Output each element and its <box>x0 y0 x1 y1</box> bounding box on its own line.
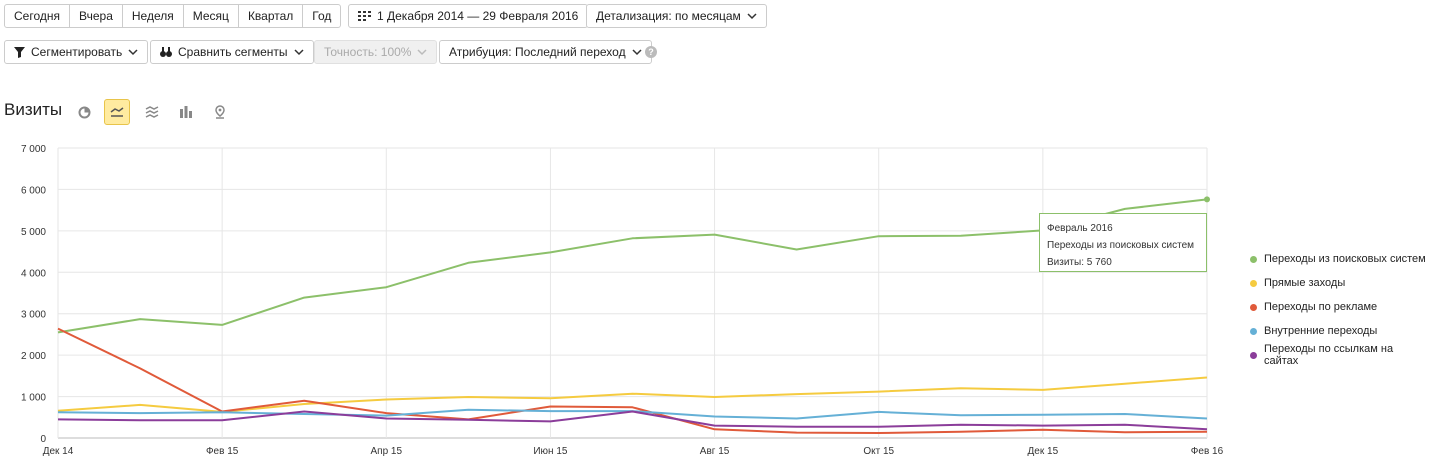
segment-label: Сегментировать <box>31 45 123 59</box>
tooltip-value: Визиты: 5 760 <box>1047 257 1112 268</box>
legend-item[interactable]: Переходы из поисковых систем <box>1250 247 1430 271</box>
period-selector: Сегодня Вчера Неделя Месяц Квартал Год <box>4 4 342 28</box>
detail-label: Детализация: по месяцам <box>596 9 741 23</box>
chevron-down-icon <box>128 49 138 56</box>
chevron-down-icon <box>294 49 304 56</box>
series-line <box>57 327 1208 434</box>
chart-legend: Переходы из поисковых систем Прямые захо… <box>1250 247 1430 367</box>
filter-icon <box>14 46 25 58</box>
tooltip-series: Переходы из поисковых систем <box>1047 240 1195 251</box>
y-tick-label: 5 000 <box>21 227 46 238</box>
period-month-button[interactable]: Месяц <box>184 5 239 27</box>
attribution-dropdown[interactable]: Атрибуция: Последний переход <box>439 40 652 64</box>
compare-segments-dropdown[interactable]: Сравнить сегменты <box>150 40 314 64</box>
x-tick-label: Фев 15 <box>206 446 239 457</box>
tooltip-period: Февраль 2016 <box>1047 223 1113 234</box>
legend-label: Переходы из поисковых систем <box>1264 253 1426 265</box>
page-title: Визиты <box>4 100 63 119</box>
legend-dot <box>1250 279 1257 287</box>
bar-chart-icon <box>180 105 192 118</box>
accuracy-dropdown[interactable]: Точность: 100% <box>314 40 438 64</box>
date-range-button[interactable]: 1 Декабря 2014 — 29 Февраля 2016 <box>348 4 589 28</box>
period-week-button[interactable]: Неделя <box>123 5 184 27</box>
period-year-button[interactable]: Год <box>312 9 332 23</box>
segment-dropdown[interactable]: Сегментировать <box>4 40 149 64</box>
series-line <box>57 410 1208 431</box>
accuracy-label: Точность: 100% <box>324 45 412 59</box>
legend-item[interactable]: Прямые заходы <box>1250 271 1430 295</box>
period-yesterday-button[interactable]: Вчера <box>70 5 123 27</box>
x-tick-label: Июн 15 <box>533 446 568 457</box>
chevron-down-icon <box>417 49 427 56</box>
y-tick-label: 2 000 <box>21 351 46 362</box>
series-line <box>57 376 1208 413</box>
y-tick-label: 7 000 <box>21 144 46 155</box>
chart-tooltip: Февраль 2016 Переходы из поисковых систе… <box>1039 213 1207 272</box>
attribution-label: Атрибуция: Последний переход <box>449 45 626 59</box>
legend-item[interactable]: Переходы по ссылкам на сайтах <box>1250 343 1430 367</box>
map-pin-icon <box>215 105 225 119</box>
chevron-down-icon <box>632 49 642 56</box>
compare-label: Сравнить сегменты <box>178 45 288 59</box>
x-tick-label: Авг 15 <box>700 446 730 457</box>
line-chart-button[interactable] <box>104 99 130 125</box>
x-tick-label: Дек 14 <box>43 446 74 457</box>
legend-label: Прямые заходы <box>1264 277 1346 289</box>
calendar-icon <box>358 11 371 21</box>
legend-label: Переходы по ссылкам на сайтах <box>1263 343 1394 367</box>
line-chart-icon <box>110 107 124 117</box>
y-tick-label: 6 000 <box>21 185 46 196</box>
data-point <box>1204 196 1210 203</box>
map-button[interactable] <box>207 99 233 125</box>
area-chart-icon <box>145 106 159 118</box>
legend-dot <box>1250 303 1257 311</box>
period-today-button[interactable]: Сегодня <box>5 5 70 27</box>
date-range-label: 1 Декабря 2014 — 29 Февраля 2016 <box>377 9 579 23</box>
pie-chart-button[interactable] <box>71 99 97 125</box>
pie-chart-icon <box>78 106 90 118</box>
help-icon[interactable]: ? <box>645 46 657 58</box>
visits-line-chart: 0 1 000 2 000 3 000 4 000 5 000 6 000 7 000 Дек … <box>21 144 1224 457</box>
area-chart-button[interactable] <box>139 99 165 125</box>
legend-dot <box>1250 255 1257 263</box>
x-tick-label: Дек 15 <box>1028 446 1059 457</box>
chevron-down-icon <box>747 13 757 20</box>
x-tick-label: Апр 15 <box>371 446 403 457</box>
x-tick-label: Окт 15 <box>863 446 894 457</box>
y-tick-label: 4 000 <box>21 268 46 279</box>
y-tick-label: 1 000 <box>21 393 46 404</box>
compare-icon <box>160 46 172 57</box>
y-tick-label: 0 <box>40 434 46 445</box>
series-line <box>57 198 1208 334</box>
period-quarter-button[interactable]: Квартал <box>239 5 304 27</box>
legend-dot <box>1250 351 1257 359</box>
legend-item[interactable]: Переходы по рекламе <box>1250 295 1430 319</box>
legend-item[interactable]: Внутренние переходы <box>1250 319 1430 343</box>
x-tick-label: Фев 16 <box>1191 446 1224 457</box>
bar-chart-button[interactable] <box>173 99 199 125</box>
legend-label: Внутренние переходы <box>1264 325 1378 337</box>
detail-dropdown[interactable]: Детализация: по месяцам <box>586 4 767 28</box>
legend-label: Переходы по рекламе <box>1264 301 1378 313</box>
y-tick-label: 3 000 <box>21 310 46 321</box>
legend-dot <box>1250 327 1257 335</box>
